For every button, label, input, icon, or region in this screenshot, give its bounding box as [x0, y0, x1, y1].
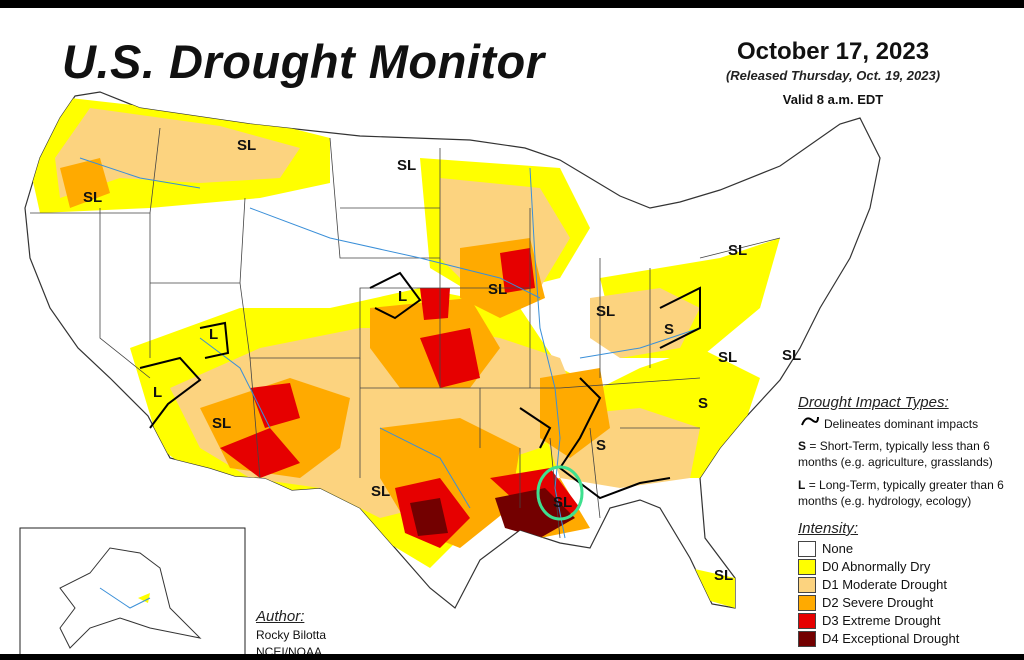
intensity-swatch — [798, 541, 816, 557]
intensity-label: D4 Exceptional Drought — [822, 631, 960, 646]
intensity-label: D1 Moderate Drought — [822, 577, 948, 592]
map-label: SL — [782, 347, 801, 364]
map-label: SL — [596, 303, 615, 320]
intensity-swatch — [798, 613, 816, 629]
annotation-circle — [536, 465, 584, 521]
author-heading: Author: — [256, 608, 305, 625]
rivers — [79, 157, 701, 539]
long-term-text: L = Long-Term, typically greater than 6 … — [798, 477, 1024, 509]
map-label: SL — [714, 567, 733, 584]
alaska-shape — [59, 547, 202, 649]
map-label: S — [664, 321, 674, 338]
us-drought-map: SL SL SL SL SL L L L SL SL SL S SL SL S … — [19, 91, 881, 654]
alaska-river — [99, 587, 151, 609]
drought-monitor-page: SL SL SL SL SL L L L SL SL SL S SL SL S … — [0, 8, 1024, 654]
intensity-swatch — [798, 595, 816, 611]
author-org: NCEI/NOAA — [256, 645, 323, 654]
map-labels: SL SL SL SL SL L L L SL SL SL S SL SL S … — [83, 137, 801, 584]
impact-line-icon — [801, 416, 819, 426]
intensity-swatch — [798, 559, 816, 575]
d4-areas — [410, 488, 575, 538]
page-title: U.S. Drought Monitor — [62, 35, 545, 88]
intensity-label: D2 Severe Drought — [822, 595, 934, 610]
impact-delineates-text: Delineates dominant impacts — [824, 417, 979, 431]
map-label: SL — [237, 137, 256, 154]
intensity-swatch — [798, 631, 816, 647]
map-label: SL — [397, 157, 416, 174]
author-name: Rocky Bilotta — [256, 628, 327, 642]
long-term-key: L — [798, 478, 806, 492]
map-label: S — [698, 395, 708, 412]
map-label: S — [596, 437, 606, 454]
map-date: October 17, 2023 — [736, 38, 930, 65]
map-label: SL — [371, 483, 390, 500]
intensity-label: None — [822, 541, 854, 556]
intensity-label: D3 Extreme Drought — [822, 613, 941, 628]
map-label: SL — [83, 189, 102, 206]
release-date: (Released Thursday, Oct. 19, 2023) — [725, 68, 941, 83]
map-label: SL — [553, 494, 572, 511]
intensity-swatch — [798, 577, 816, 593]
map-label: SL — [728, 242, 747, 259]
map-label: SL — [212, 415, 231, 432]
intensity-label: D0 Abnormally Dry — [822, 559, 931, 574]
intensity-heading: Intensity: — [798, 520, 859, 537]
short-term-text: S = Short-Term, typically less than 6 mo… — [798, 438, 1024, 470]
impact-types-heading: Drought Impact Types: — [798, 394, 949, 411]
valid-time: Valid 8 a.m. EDT — [782, 92, 884, 107]
short-term-desc: = Short-Term, typically less than 6 mont… — [798, 439, 993, 469]
map-label: L — [153, 384, 162, 401]
map-label: SL — [488, 281, 507, 298]
short-term-key: S — [798, 439, 807, 453]
map-label: SL — [718, 349, 737, 366]
long-term-desc: = Long-Term, typically greater than 6 mo… — [798, 478, 1004, 508]
state-lines — [30, 127, 781, 539]
map-label: L — [398, 288, 407, 305]
map-label: L — [209, 326, 218, 343]
alaska-d0-area — [138, 593, 150, 603]
